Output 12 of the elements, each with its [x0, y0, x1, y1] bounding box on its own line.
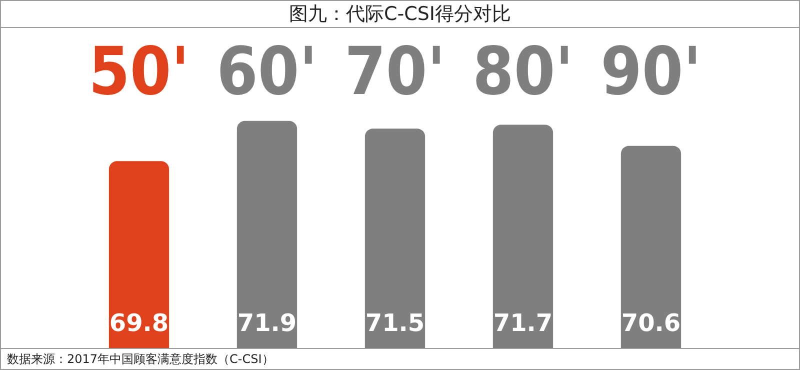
data-label: 71.5: [365, 309, 425, 338]
data-label: 70.6: [621, 309, 681, 338]
data-label: 69.8: [109, 309, 169, 338]
data-label: 71.9: [237, 309, 297, 338]
x-tick-label: 60': [216, 33, 318, 110]
data-label: 71.7: [493, 309, 553, 338]
source-note: 数据来源：2017年中国顾客满意度指数（C-CSI）: [6, 351, 275, 368]
x-tick-label: 90': [600, 33, 702, 110]
chart-title: 图九：代际C-CSI得分对比: [288, 2, 512, 27]
x-tick-label: 70': [344, 33, 446, 110]
x-tick-label: 50': [88, 33, 190, 110]
x-tick-label: 80': [472, 33, 574, 110]
